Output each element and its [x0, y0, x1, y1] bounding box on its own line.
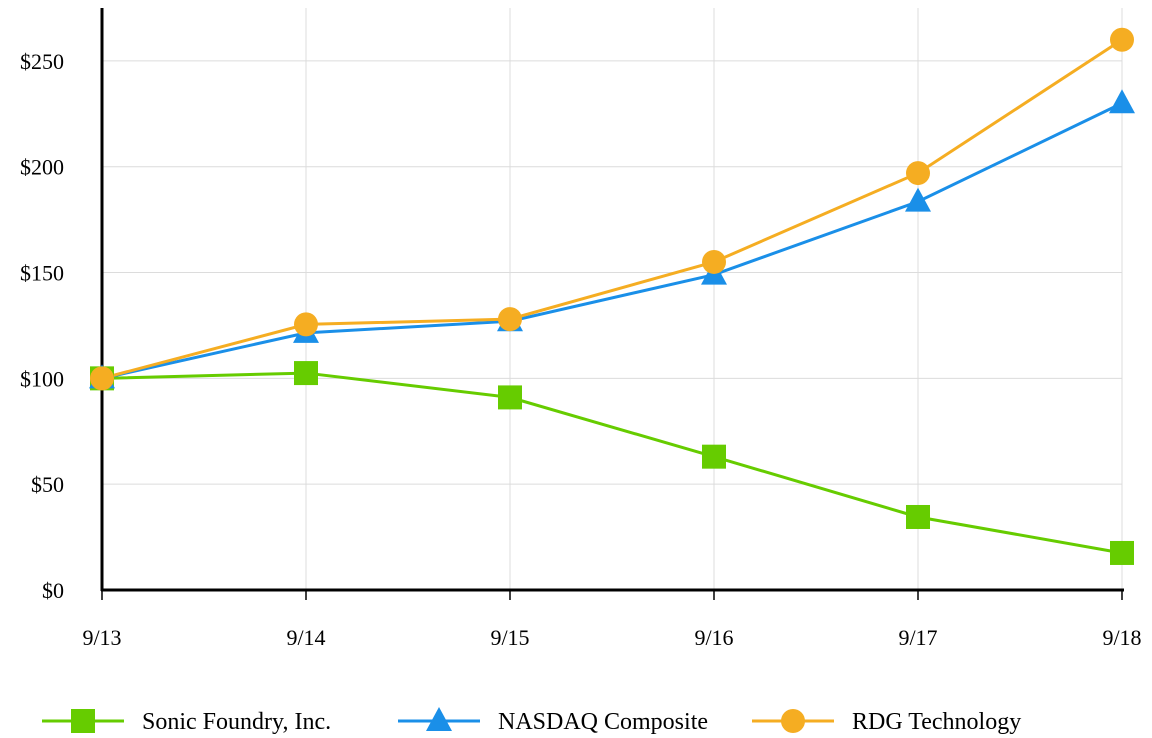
legend-marker-circle	[781, 709, 805, 733]
data-point-triangle	[1109, 89, 1135, 114]
x-tick-label: 9/16	[694, 625, 733, 650]
grid	[101, 8, 1123, 600]
series-line-0	[101, 371, 1123, 555]
y-tick-label: $0	[42, 578, 64, 603]
data-point-square	[702, 444, 726, 469]
y-tick-label: $50	[31, 472, 64, 497]
data-point-square	[1110, 540, 1134, 565]
x-tick-label: 9/13	[82, 625, 121, 650]
data-point-square	[906, 504, 930, 529]
legend-marker-triangle	[426, 707, 452, 731]
data-point-circle	[906, 161, 930, 186]
axes	[100, 8, 1124, 592]
legend-entry: RDG Technology	[752, 709, 1021, 735]
y-tick-label: $250	[20, 49, 64, 74]
data-point-circle	[702, 249, 726, 274]
data-point-square	[294, 361, 318, 386]
data-point-square	[498, 385, 522, 410]
x-tick-label: 9/17	[898, 625, 937, 650]
data-point-circle	[90, 366, 114, 391]
data-point-circle	[498, 307, 522, 332]
series-line-1	[101, 101, 1123, 380]
series	[89, 27, 1135, 565]
y-tick-label: $100	[20, 366, 64, 391]
legend-entry: NASDAQ Composite	[398, 707, 708, 735]
data-point-circle	[1110, 27, 1134, 52]
series-line-2	[101, 38, 1123, 380]
x-tick-label: 9/14	[286, 625, 325, 650]
legend-label: Sonic Foundry, Inc.	[142, 709, 331, 735]
y-tick-label: $200	[20, 155, 64, 180]
legend-entry: Sonic Foundry, Inc.	[42, 709, 331, 735]
y-tick-labels: $0 $50 $100 $150 $200 $250	[20, 49, 64, 603]
legend-marker-square	[71, 709, 95, 733]
legend: Sonic Foundry, Inc. NASDAQ Composite RDG T…	[42, 707, 1021, 735]
x-tick-label: 9/18	[1102, 625, 1141, 650]
y-tick-label: $150	[20, 261, 64, 286]
x-tick-label: 9/15	[490, 625, 529, 650]
data-point-circle	[294, 312, 318, 337]
legend-label: RDG Technology	[852, 709, 1021, 735]
data-point-triangle	[905, 187, 931, 212]
legend-label: NASDAQ Composite	[498, 709, 708, 735]
x-tick-labels: 9/13 9/14 9/15 9/16 9/17 9/18	[82, 625, 1141, 650]
